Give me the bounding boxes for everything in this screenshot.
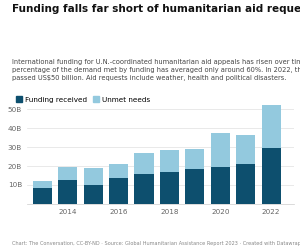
Bar (211, 133, 230, 167)
Bar (84, 185, 103, 204)
Bar (160, 172, 179, 204)
Text: Chart: The Conversation, CC-BY-ND · Source: Global Humanitarian Assistance Repor: Chart: The Conversation, CC-BY-ND · Sour… (12, 241, 300, 246)
Text: Funding falls far short of humanitarian aid requested: Funding falls far short of humanitarian … (12, 4, 300, 14)
Bar (33, 181, 52, 188)
Bar (109, 178, 128, 204)
Bar (236, 135, 255, 164)
Bar (84, 168, 103, 185)
Text: International funding for U.N.-coordinated humanitarian aid appeals has risen ov: International funding for U.N.-coordinat… (12, 59, 300, 81)
Bar (33, 188, 52, 204)
Bar (58, 167, 77, 180)
Bar (236, 164, 255, 204)
Bar (185, 149, 204, 169)
Bar (211, 167, 230, 204)
Bar (160, 150, 179, 172)
Bar (134, 174, 154, 204)
Bar (262, 105, 281, 148)
Bar (58, 180, 77, 204)
Bar (262, 148, 281, 204)
Legend: Funding received, Unmet needs: Funding received, Unmet needs (16, 96, 151, 103)
Bar (134, 153, 154, 174)
Bar (185, 169, 204, 204)
Bar (109, 164, 128, 178)
